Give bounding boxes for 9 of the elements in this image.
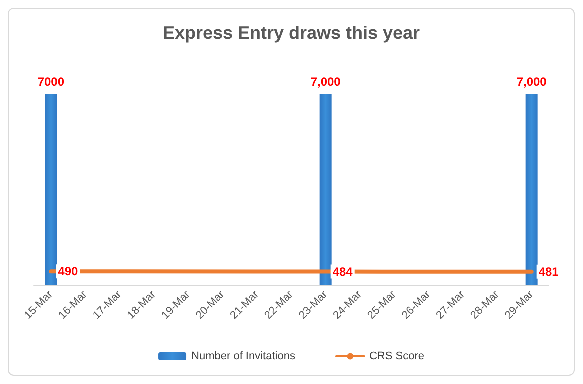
legend-label: Number of Invitations: [192, 350, 296, 362]
legend-label: CRS Score: [369, 350, 424, 362]
data-label: 7,000: [310, 75, 342, 89]
data-label: 481: [538, 264, 560, 279]
chart-title: Express Entry draws this year: [162, 23, 420, 43]
data-label: 7000: [38, 75, 65, 89]
data-label: 7,000: [516, 75, 548, 89]
data-label: 490: [58, 264, 79, 279]
data-label: 484: [332, 264, 354, 279]
